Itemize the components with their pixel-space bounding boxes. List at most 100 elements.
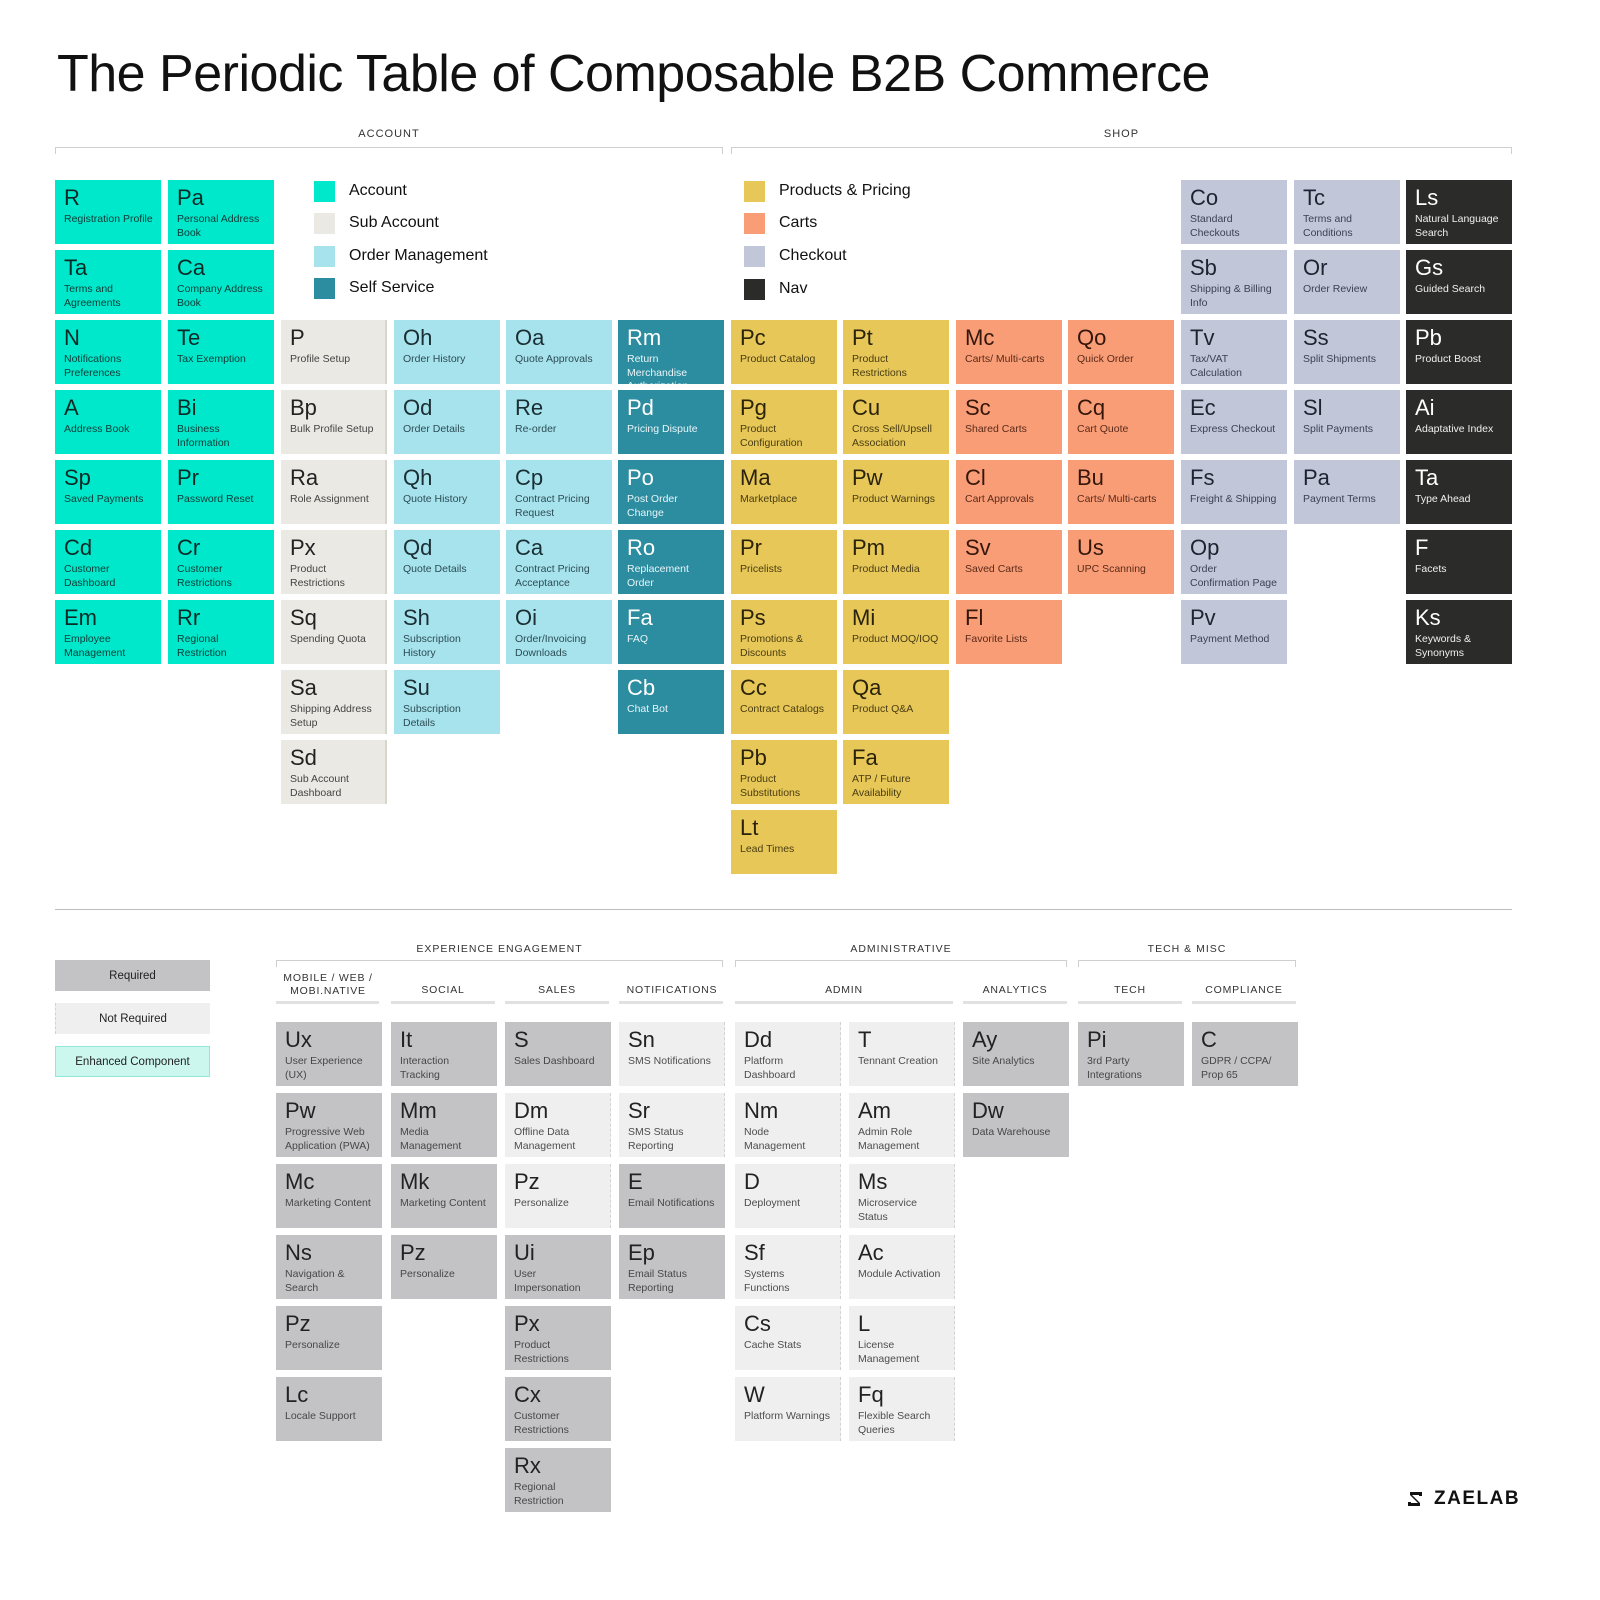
element-tile: A Address Book [55, 390, 161, 454]
element-name: Sub Account Dashboard [290, 773, 349, 799]
element-tile: Dm Offline Data Management [505, 1093, 611, 1157]
page-title: The Periodic Table of Composable B2B Com… [57, 45, 1210, 103]
key-enhanced-component: Enhanced Component [55, 1046, 210, 1077]
group-bracket-administrative [735, 960, 1067, 967]
element-symbol: C [1201, 1027, 1217, 1052]
element-tile: Pd Pricing Dispute [618, 390, 724, 454]
element-tile: Cs Cache Stats [735, 1306, 841, 1370]
element-name: Contract Pricing Request [515, 493, 590, 519]
element-tile: Cb Chat Bot [618, 670, 724, 734]
element-symbol: Pw [852, 465, 883, 490]
element-tile: Pw Product Warnings [843, 460, 949, 524]
element-name: Payment Method [1190, 633, 1270, 645]
element-tile: Bu Carts/ Multi-carts [1068, 460, 1174, 524]
element-symbol: Re [515, 395, 544, 420]
element-tile: Tc Terms and Conditions [1294, 180, 1400, 244]
element-symbol: Dm [514, 1098, 549, 1123]
element-name: Keywords & Synonyms [1415, 633, 1472, 659]
element-name: Platform Warnings [744, 1410, 830, 1422]
legend-swatch-checkout [744, 245, 765, 267]
element-tile: N Notifications Preferences [55, 320, 161, 384]
element-tile: Cx Customer Restrictions [505, 1377, 611, 1441]
element-symbol: Fl [965, 605, 984, 630]
element-symbol: Sn [628, 1027, 655, 1052]
element-name: Return Merchandise Authorization [627, 353, 688, 384]
legend-swatch-nav [744, 278, 765, 300]
element-tile: Co Standard Checkouts [1181, 180, 1287, 244]
element-tile: Pw Progressive Web Application (PWA) [276, 1093, 382, 1157]
element-name: Company Address Book [177, 283, 263, 309]
element-name: Personal Address Book [177, 213, 260, 239]
element-tile: Ca Contract Pricing Acceptance [506, 530, 612, 594]
element-tile: Cr Customer Restrictions [168, 530, 274, 594]
element-symbol: Sl [1303, 395, 1323, 420]
legend-label-account: Account [349, 182, 407, 199]
element-symbol: Ns [285, 1240, 312, 1265]
element-symbol: Sf [744, 1240, 765, 1265]
element-tile: C GDPR / CCPA/ Prop 65 [1192, 1022, 1298, 1086]
element-tile: Nm Node Management [735, 1093, 841, 1157]
element-name: Quote Approvals [515, 353, 593, 365]
element-symbol: Qh [403, 465, 433, 490]
element-symbol: Rm [627, 325, 662, 350]
legend-swatch-products-pricing [744, 180, 765, 202]
element-symbol: Cl [965, 465, 986, 490]
element-symbol: P [290, 325, 305, 350]
subhead-line-mobile [276, 1001, 379, 1004]
element-tile: Ai Adaptative Index [1406, 390, 1512, 454]
subhead-social: SOCIAL [421, 984, 465, 996]
element-tile: Sb Shipping & Billing Info [1181, 250, 1287, 314]
element-tile: Pc Product Catalog [731, 320, 837, 384]
section-bracket-shop [731, 147, 1512, 154]
element-tile: Us UPC Scanning [1068, 530, 1174, 594]
element-name: Shared Carts [965, 423, 1027, 435]
element-symbol: Qo [1077, 325, 1107, 350]
legend-nav: Nav [744, 278, 807, 300]
element-symbol: Pz [400, 1240, 426, 1265]
element-symbol: Pr [740, 535, 762, 560]
element-tile: Sh Subscription History [394, 600, 500, 664]
element-symbol: Fa [852, 745, 878, 770]
element-symbol: Pi [1087, 1027, 1107, 1052]
element-tile: Sd Sub Account Dashboard [281, 740, 387, 804]
element-name: Cart Quote [1077, 423, 1129, 435]
element-tile: Bp Bulk Profile Setup [281, 390, 387, 454]
element-name: Role Assignment [290, 493, 369, 505]
element-symbol: Pr [177, 465, 199, 490]
legend-checkout: Checkout [744, 245, 847, 267]
element-symbol: Mk [400, 1169, 430, 1194]
section-divider [55, 909, 1512, 910]
element-name: Pricelists [740, 563, 783, 575]
element-tile: Mm Media Management [391, 1093, 497, 1157]
element-name: Tax/VAT Calculation [1190, 353, 1242, 379]
element-name: Product Boost [1415, 353, 1481, 365]
element-tile: Ps Promotions & Discounts [731, 600, 837, 664]
element-name: Product Restrictions [852, 353, 907, 379]
element-tile: Lt Lead Times [731, 810, 837, 874]
group-header-administrative: ADMINISTRATIVE [850, 943, 952, 955]
element-symbol: Ac [858, 1240, 884, 1265]
element-name: Marketing Content [400, 1197, 486, 1209]
element-name: Product MOQ/IOQ [852, 633, 939, 645]
element-symbol: L [858, 1311, 871, 1336]
element-tile: Dd Platform Dashboard [735, 1022, 841, 1086]
legend-swatch-sub-account [314, 212, 335, 234]
element-symbol: Oi [515, 605, 537, 630]
element-symbol: Px [514, 1311, 540, 1336]
element-symbol: Mi [852, 605, 876, 630]
element-tile: Qa Product Q&A [843, 670, 949, 734]
element-symbol: Bu [1077, 465, 1104, 490]
element-symbol: N [64, 325, 80, 350]
element-symbol: Cu [852, 395, 881, 420]
element-name: Split Shipments [1303, 353, 1376, 365]
element-tile: Rm Return Merchandise Authorization [618, 320, 724, 384]
element-tile: Pa Personal Address Book [168, 180, 274, 244]
element-tile: Ro Replacement Order [618, 530, 724, 594]
element-name: Lead Times [740, 843, 795, 855]
element-name: Personalize [285, 1339, 340, 1351]
key-required: Required [55, 960, 210, 991]
element-symbol: Sd [290, 745, 317, 770]
element-symbol: Rx [514, 1453, 541, 1478]
element-symbol: Ep [628, 1240, 655, 1265]
element-symbol: Cp [515, 465, 544, 490]
